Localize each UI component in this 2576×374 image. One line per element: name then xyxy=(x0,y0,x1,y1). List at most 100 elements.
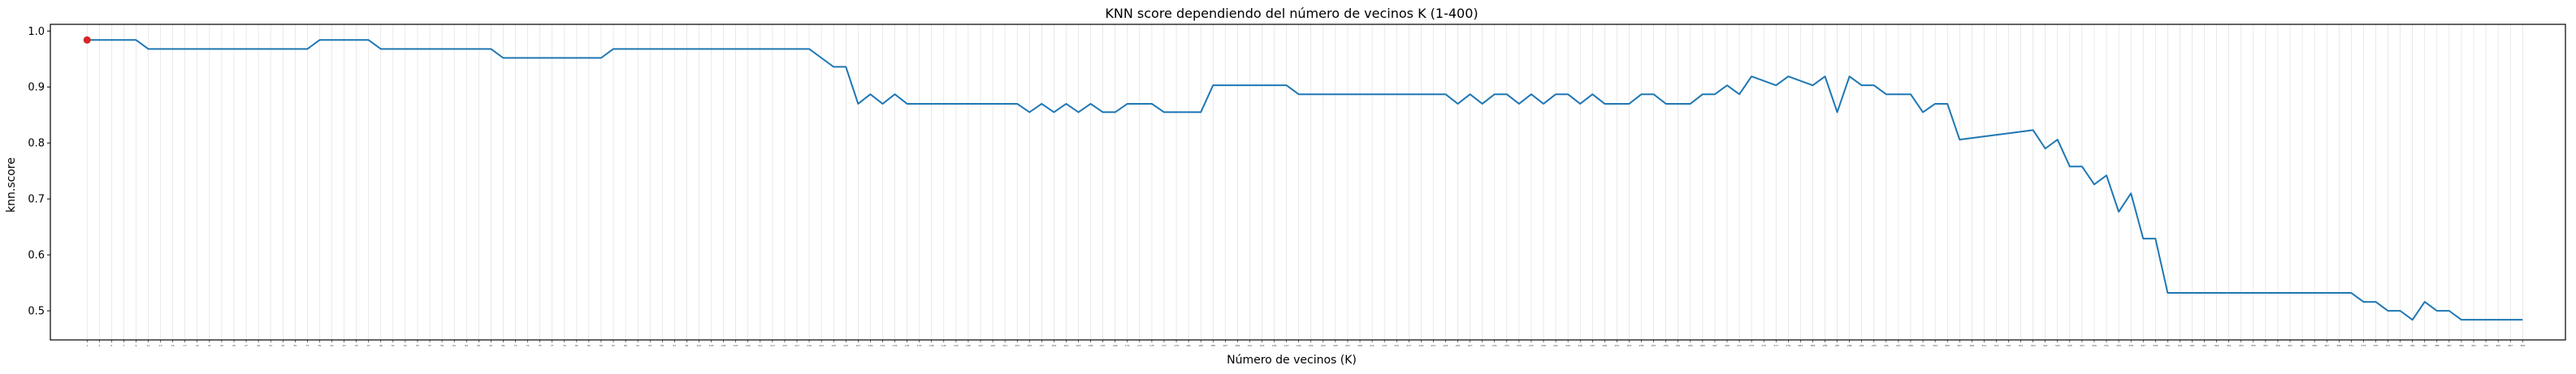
x-tick-label: 135 xyxy=(905,344,910,347)
x-tick-label: 95 xyxy=(660,344,664,347)
x-tick-label: 127 xyxy=(855,344,860,347)
x-tick-label: 165 xyxy=(1089,344,1093,347)
x-tick-label: 187 xyxy=(1223,344,1227,347)
x-tick-label: 261 xyxy=(1676,344,1681,347)
x-tick-label: 341 xyxy=(2165,344,2170,347)
x-tick-label: 179 xyxy=(1174,344,1179,347)
x-tick-label: 201 xyxy=(1309,344,1314,347)
x-tick-label: 375 xyxy=(2374,344,2379,347)
x-tick-label: 175 xyxy=(1149,344,1154,347)
x-tick-label: 219 xyxy=(1418,344,1423,347)
x-tick-label: 353 xyxy=(2239,344,2244,347)
x-tick-label: 19 xyxy=(196,344,199,347)
x-tick-label: 335 xyxy=(2128,344,2133,347)
x-tick-label: 251 xyxy=(1615,344,1620,347)
x-tick-label: 1 xyxy=(86,344,88,347)
x-tick-label: 99 xyxy=(686,344,689,347)
x-tick-label: 69 xyxy=(502,344,505,347)
x-tick-label: 317 xyxy=(2019,344,2024,347)
x-tick-label: 155 xyxy=(1027,344,1032,347)
x-tick-label: 125 xyxy=(843,344,848,347)
x-tick-label: 157 xyxy=(1039,344,1044,347)
x-tick-label: 365 xyxy=(2312,344,2317,347)
series-line xyxy=(87,39,2523,321)
plot-frame xyxy=(50,24,2566,341)
x-tick-label: 81 xyxy=(575,344,578,347)
x-tick-label: 107 xyxy=(734,344,738,347)
x-tick-label: 311 xyxy=(1982,344,1987,347)
x-tick-label: 67 xyxy=(489,344,492,347)
x-tick-label: 305 xyxy=(1945,344,1950,347)
x-tick-label: 115 xyxy=(782,344,787,347)
x-tick-label: 279 xyxy=(1786,344,1790,347)
x-tick-label: 199 xyxy=(1297,344,1301,347)
x-tick-label: 131 xyxy=(881,344,885,347)
x-tick-label: 31 xyxy=(269,344,272,347)
x-tick-label: 93 xyxy=(648,344,652,347)
x-tick-label: 313 xyxy=(1994,344,1999,347)
x-tick-label: 85 xyxy=(600,344,603,347)
x-tick-label: 369 xyxy=(2336,344,2341,347)
x-tick-label: 75 xyxy=(539,344,542,347)
x-tick-label: 153 xyxy=(1015,344,1020,347)
x-tick-label: 185 xyxy=(1210,344,1215,347)
x-tick-label: 119 xyxy=(807,344,812,347)
x-tick-label: 281 xyxy=(1799,344,1803,347)
x-tick-label: 139 xyxy=(929,344,934,347)
x-tick-label: 237 xyxy=(1529,344,1534,347)
x-tick-label: 25 xyxy=(232,344,236,347)
x-tick-label: 59 xyxy=(440,344,444,347)
x-tick-label: 79 xyxy=(563,344,566,347)
x-tick-label: 141 xyxy=(942,344,946,347)
x-tick-label: 123 xyxy=(831,344,836,347)
x-tick-label: 239 xyxy=(1541,344,1546,347)
x-tick-label: 319 xyxy=(2031,344,2036,347)
x-tick-label: 267 xyxy=(1712,344,1717,347)
x-tick-label: 289 xyxy=(1847,344,1852,347)
x-tick-label: 3 xyxy=(98,344,100,347)
x-tick-label: 357 xyxy=(2263,344,2268,347)
x-tick-label: 39 xyxy=(318,344,322,347)
best-score-marker xyxy=(83,36,91,44)
x-tick-label: 227 xyxy=(1468,344,1473,347)
x-tick-label: 255 xyxy=(1639,344,1644,347)
x-tick-label: 253 xyxy=(1627,344,1632,347)
x-tick-label: 145 xyxy=(966,344,971,347)
x-tick-label: 203 xyxy=(1321,344,1326,347)
x-tick-label: 263 xyxy=(1688,344,1693,347)
x-tick-label: 163 xyxy=(1076,344,1081,347)
x-tick-label: 151 xyxy=(1002,344,1007,347)
x-tick-label: 373 xyxy=(2362,344,2366,347)
x-tick-label: 301 xyxy=(1920,344,1925,347)
x-tick-label: 295 xyxy=(1884,344,1889,347)
x-tick-label: 383 xyxy=(2422,344,2427,347)
x-tick-label: 87 xyxy=(612,344,615,347)
x-tick-label: 183 xyxy=(1198,344,1203,347)
x-tick-label: 177 xyxy=(1162,344,1167,347)
x-tick-label: 229 xyxy=(1480,344,1485,347)
x-axis-label: Número de vecinos (K) xyxy=(1227,354,1357,367)
x-tick-label: 297 xyxy=(1896,344,1901,347)
x-tick-label: 275 xyxy=(1761,344,1766,347)
x-tick-label: 231 xyxy=(1492,344,1497,347)
x-tick-label: 211 xyxy=(1370,344,1375,347)
x-tick-label: 13 xyxy=(159,344,162,347)
y-tick-label: 0.9 xyxy=(28,82,45,94)
x-tick-label: 171 xyxy=(1125,344,1130,347)
x-tick-label: 343 xyxy=(2178,344,2183,347)
y-tick-label: 0.5 xyxy=(28,306,45,318)
x-tick-label: 77 xyxy=(551,344,554,347)
x-tick-label: 51 xyxy=(392,344,395,347)
x-tick-label: 169 xyxy=(1113,344,1118,347)
x-tick-label: 61 xyxy=(452,344,456,347)
x-tick-label: 105 xyxy=(721,344,726,347)
x-tick-label: 65 xyxy=(477,344,480,347)
x-tick-label: 143 xyxy=(954,344,959,347)
x-tick-label: 113 xyxy=(770,344,775,347)
x-tick-label: 121 xyxy=(819,344,824,347)
x-tick-label: 91 xyxy=(636,344,639,347)
x-tick-label: 291 xyxy=(1859,344,1864,347)
x-tick-label: 323 xyxy=(2055,344,2060,347)
